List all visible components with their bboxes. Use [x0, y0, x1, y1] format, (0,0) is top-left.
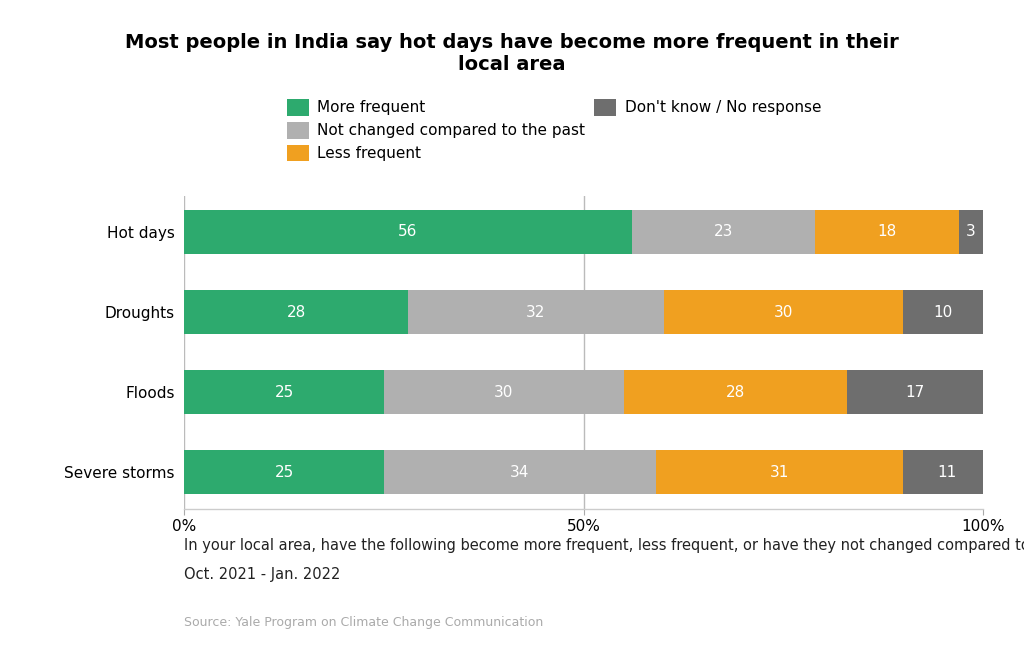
Bar — [184, 210, 632, 254]
Text: Most people in India say hot days have become more frequent in their
local area: Most people in India say hot days have b… — [125, 33, 899, 74]
Text: 11: 11 — [938, 465, 956, 480]
Text: Don't know / No response: Don't know / No response — [625, 100, 821, 115]
Text: 25: 25 — [274, 385, 294, 400]
Bar — [184, 451, 384, 494]
Text: 3: 3 — [967, 224, 976, 239]
Text: 10: 10 — [934, 304, 952, 319]
Bar — [815, 210, 959, 254]
Bar — [384, 451, 655, 494]
Text: 31: 31 — [770, 465, 790, 480]
Bar — [632, 210, 815, 254]
Text: Less frequent: Less frequent — [317, 145, 422, 161]
Text: Oct. 2021 - Jan. 2022: Oct. 2021 - Jan. 2022 — [184, 567, 341, 582]
Text: Not changed compared to the past: Not changed compared to the past — [317, 123, 586, 138]
Bar — [959, 210, 983, 254]
Bar — [847, 370, 983, 414]
Text: 30: 30 — [495, 385, 513, 400]
Text: 56: 56 — [398, 224, 418, 239]
Text: 17: 17 — [905, 385, 925, 400]
Text: 18: 18 — [878, 224, 897, 239]
Text: 34: 34 — [510, 465, 529, 480]
Bar — [408, 290, 664, 334]
Text: Source: Yale Program on Climate Change Communication: Source: Yale Program on Climate Change C… — [184, 616, 544, 629]
Text: 28: 28 — [726, 385, 745, 400]
Text: In your local area, have the following become more frequent, less frequent, or h: In your local area, have the following b… — [184, 538, 1024, 553]
Bar — [384, 370, 624, 414]
Text: 23: 23 — [714, 224, 733, 239]
Bar — [184, 370, 384, 414]
Bar — [664, 290, 903, 334]
Bar — [624, 370, 847, 414]
Bar — [903, 290, 983, 334]
Bar — [184, 290, 408, 334]
Text: 30: 30 — [774, 304, 793, 319]
Bar — [655, 451, 903, 494]
Text: 28: 28 — [287, 304, 306, 319]
Text: 32: 32 — [526, 304, 546, 319]
Text: More frequent: More frequent — [317, 100, 426, 115]
Bar — [903, 451, 991, 494]
Text: 25: 25 — [274, 465, 294, 480]
